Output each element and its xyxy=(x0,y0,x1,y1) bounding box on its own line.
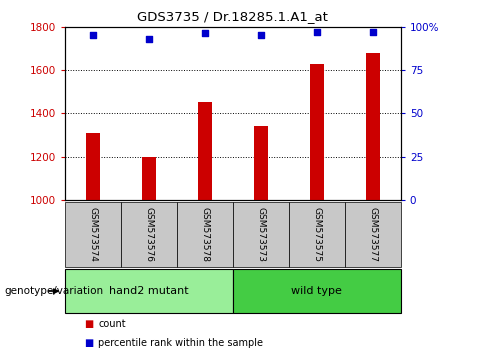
Point xyxy=(89,33,96,38)
Text: GSM573577: GSM573577 xyxy=(368,207,377,262)
Bar xyxy=(142,156,156,200)
Text: percentile rank within the sample: percentile rank within the sample xyxy=(98,338,264,348)
Point xyxy=(201,31,209,36)
Text: genotype/variation: genotype/variation xyxy=(5,286,104,296)
Text: GSM573576: GSM573576 xyxy=(144,207,153,262)
Point xyxy=(369,29,377,35)
Bar xyxy=(310,64,324,200)
Text: GSM573578: GSM573578 xyxy=(200,207,209,262)
Bar xyxy=(198,102,212,200)
Bar xyxy=(254,126,268,200)
Text: hand2 mutant: hand2 mutant xyxy=(109,286,189,296)
Point xyxy=(145,36,153,41)
Text: wild type: wild type xyxy=(291,286,342,296)
Text: ■: ■ xyxy=(84,338,93,348)
Text: ■: ■ xyxy=(84,319,93,329)
Text: count: count xyxy=(98,319,126,329)
Text: GSM573575: GSM573575 xyxy=(312,207,321,262)
Title: GDS3735 / Dr.18285.1.A1_at: GDS3735 / Dr.18285.1.A1_at xyxy=(137,10,328,23)
Bar xyxy=(366,52,380,200)
Point xyxy=(257,33,264,38)
Bar xyxy=(86,133,100,200)
Point xyxy=(313,29,321,35)
Text: GSM573574: GSM573574 xyxy=(88,207,97,262)
Text: GSM573573: GSM573573 xyxy=(256,207,265,262)
